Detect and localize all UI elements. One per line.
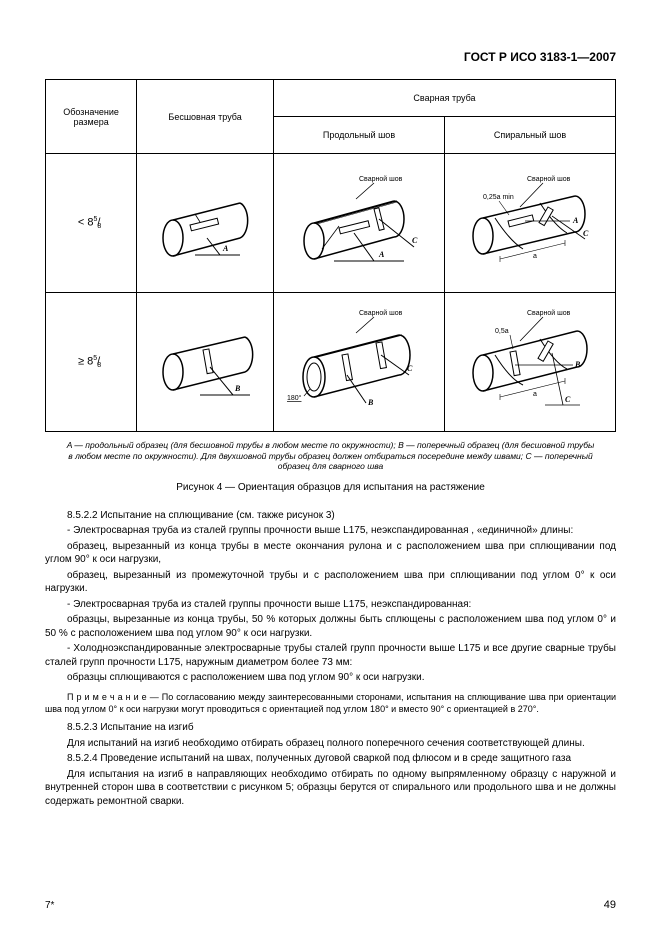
body-text: 8.5.2.2 Испытание на сплющивание (см. та… xyxy=(45,509,616,808)
document-header: ГОСТ Р ИСО 3183-1—2007 xyxy=(45,50,616,64)
svg-text:A: A xyxy=(222,244,229,253)
cell-spiral-2: Сварной шов 0,5a xyxy=(444,293,615,432)
signature-mark: 7* xyxy=(45,900,54,911)
th-welded: Сварная труба xyxy=(413,93,475,103)
page-number: 49 xyxy=(604,899,616,911)
svg-text:A: A xyxy=(378,250,385,259)
th-longitudinal: Продольный шов xyxy=(323,130,395,140)
table-row: < 85/8 A xyxy=(46,154,616,293)
para: - Электросварная труба из сталей группы … xyxy=(45,524,616,538)
para: Для испытаний на изгиб необходимо отбира… xyxy=(45,737,616,751)
th-seamless: Бесшовная труба xyxy=(168,112,241,122)
para: образцы сплющиваются с расположением шва… xyxy=(45,671,616,685)
cell-spiral-1: Сварной шов 0,25a min xyxy=(444,154,615,293)
th-size: Обозначение размера xyxy=(63,107,119,127)
orientation-table: Обозначение размера Бесшовная труба Свар… xyxy=(45,79,616,432)
svg-text:0,25a min: 0,25a min xyxy=(483,194,514,201)
para: образец, вырезанный из конца трубы в мес… xyxy=(45,540,616,567)
svg-text:a: a xyxy=(533,253,537,260)
cell-seamless-2: B xyxy=(137,293,274,432)
svg-text:A: A xyxy=(572,216,579,225)
th-spiral: Спиральный шов xyxy=(494,130,566,140)
para: 8.5.2.4 Проведение испытаний на швах, по… xyxy=(45,752,616,766)
svg-text:B: B xyxy=(574,360,581,369)
svg-text:B: B xyxy=(367,398,374,407)
para: Для испытания на изгиб в направляющих не… xyxy=(45,768,616,809)
svg-text:Сварной шов: Сварной шов xyxy=(359,175,403,183)
para: 8.5.2.3 Испытание на изгиб xyxy=(45,721,616,735)
svg-text:Сварной шов: Сварной шов xyxy=(527,309,571,317)
para: - Электросварная труба из сталей группы … xyxy=(45,598,616,612)
para: 8.5.2.2 Испытание на сплющивание (см. та… xyxy=(45,509,616,523)
figure-caption: Рисунок 4 — Ориентация образцов для испы… xyxy=(45,482,616,493)
svg-text:180°: 180° xyxy=(287,394,302,402)
cell-seamless-1: A xyxy=(137,154,274,293)
svg-text:C: C xyxy=(407,364,413,373)
svg-text:C: C xyxy=(583,229,589,238)
cell-long-1: Сварной шов A xyxy=(273,154,444,293)
para-note: П р и м е ч а н и е — По согласованию ме… xyxy=(45,691,616,715)
svg-text:C: C xyxy=(412,236,418,245)
table-row: ≥ 85/8 B Сварной шов xyxy=(46,293,616,432)
figure-legend: A — продольный образец (для бесшовной тр… xyxy=(65,440,596,472)
para: образец, вырезанный из промежуточной тру… xyxy=(45,569,616,596)
para: - Холодноэкспандированные электросварные… xyxy=(45,642,616,669)
size-lt: < 85/8 xyxy=(78,216,104,231)
page: ГОСТ Р ИСО 3183-1—2007 Обозначение разме… xyxy=(0,0,661,936)
size-ge: ≥ 85/8 xyxy=(78,355,104,370)
svg-text:Сварной шов: Сварной шов xyxy=(527,175,571,183)
para: образцы, вырезанные из конца трубы, 50 %… xyxy=(45,613,616,640)
svg-text:Сварной шов: Сварной шов xyxy=(359,309,403,317)
svg-text:0,5a: 0,5a xyxy=(495,328,509,335)
svg-text:B: B xyxy=(234,384,241,393)
svg-text:a: a xyxy=(533,391,537,398)
cell-long-2: Сварной шов B C xyxy=(273,293,444,432)
svg-text:C: C xyxy=(565,395,571,404)
